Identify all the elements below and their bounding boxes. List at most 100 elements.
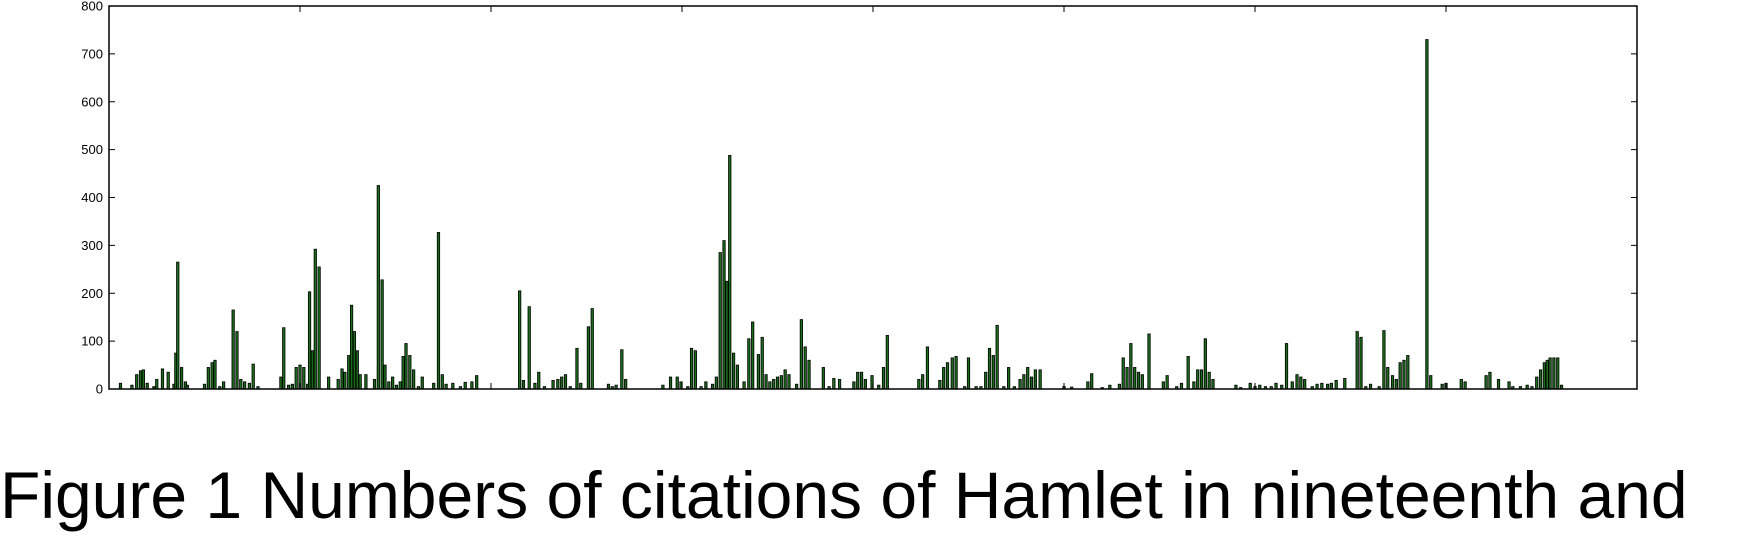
bar-144 bbox=[945, 362, 950, 390]
bar-55 bbox=[387, 381, 391, 390]
bar-67 bbox=[440, 374, 444, 390]
bar-112 bbox=[747, 338, 751, 390]
bar-153 bbox=[991, 355, 995, 390]
bar-238 bbox=[1542, 362, 1546, 390]
bar-60 bbox=[404, 343, 408, 390]
x-tick-label: 10000 bbox=[1046, 397, 1082, 400]
bar-115 bbox=[760, 336, 764, 390]
bar-241 bbox=[1552, 357, 1556, 390]
bar-166 bbox=[1086, 381, 1090, 390]
bar-117 bbox=[768, 381, 772, 390]
bar-151 bbox=[984, 371, 988, 390]
bar-200 bbox=[1295, 374, 1299, 390]
bar-239 bbox=[1545, 359, 1549, 390]
bar-158 bbox=[1018, 379, 1022, 390]
bar-26 bbox=[247, 382, 251, 390]
bar-219 bbox=[1398, 362, 1402, 390]
bar-87 bbox=[586, 326, 591, 390]
x-tick-label: 2000 bbox=[286, 397, 315, 400]
bar-156 bbox=[1007, 367, 1011, 390]
bar-108 bbox=[728, 154, 732, 390]
bar-121 bbox=[783, 369, 787, 390]
y-tick-label: 600 bbox=[81, 94, 103, 109]
bar-184 bbox=[1196, 369, 1200, 390]
bar-222 bbox=[1425, 39, 1429, 390]
bar-7 bbox=[155, 379, 159, 390]
bar-77 bbox=[533, 382, 537, 390]
x-tick-label: 6000 bbox=[668, 397, 697, 400]
bar-59 bbox=[401, 356, 405, 390]
bar-81 bbox=[556, 379, 560, 390]
bar-142 bbox=[938, 379, 942, 390]
bar-21 bbox=[222, 381, 226, 390]
bar-111 bbox=[742, 381, 746, 390]
bar-chart: 0 2000 4000 6000 8000 10000 12000 14000 16000 0 1… bbox=[81, 0, 1655, 400]
bar-72 bbox=[470, 381, 474, 390]
bar-141 bbox=[925, 346, 930, 390]
bar-100 bbox=[693, 350, 697, 390]
bar-218 bbox=[1394, 379, 1398, 390]
bar-78 bbox=[537, 371, 541, 390]
y-tick-label: 700 bbox=[81, 46, 103, 61]
bar-210 bbox=[1355, 331, 1359, 390]
bar-39 bbox=[313, 248, 317, 390]
bar-171 bbox=[1121, 357, 1125, 390]
bar-211 bbox=[1359, 336, 1363, 390]
bar-143 bbox=[942, 367, 946, 390]
bar-42 bbox=[336, 379, 340, 390]
bar-43 bbox=[340, 368, 344, 390]
bar-132 bbox=[856, 371, 860, 390]
bar-2 bbox=[135, 374, 139, 390]
bar-122 bbox=[787, 374, 791, 390]
x-tick-label: 4000 bbox=[477, 397, 506, 400]
bar-62 bbox=[412, 369, 416, 390]
bar-13 bbox=[179, 367, 184, 390]
figure-caption: Figure 1 Numbers of citations of Hamlet … bbox=[0, 458, 1688, 532]
bar-35 bbox=[302, 367, 306, 390]
bar-114 bbox=[756, 354, 761, 390]
bar-161 bbox=[1029, 376, 1034, 390]
bar-131 bbox=[852, 381, 856, 390]
bar-19 bbox=[213, 359, 217, 390]
bar-182 bbox=[1186, 356, 1190, 390]
bar-5 bbox=[145, 382, 149, 390]
bar-85 bbox=[575, 347, 579, 390]
bar-139 bbox=[917, 379, 921, 390]
bar-236 bbox=[1535, 376, 1539, 390]
bar-172 bbox=[1125, 367, 1129, 390]
y-tick-label: 100 bbox=[81, 334, 103, 349]
bar-22 bbox=[231, 309, 235, 390]
bar-95 bbox=[668, 376, 673, 390]
bar-186 bbox=[1203, 338, 1207, 390]
bar-110 bbox=[735, 364, 739, 390]
bar-152 bbox=[987, 347, 992, 390]
bar-208 bbox=[1334, 379, 1338, 390]
bar-18 bbox=[210, 362, 214, 390]
bar-146 bbox=[954, 356, 958, 390]
bar-104 bbox=[714, 376, 718, 390]
bar-215 bbox=[1382, 330, 1386, 390]
bar-226 bbox=[1459, 379, 1463, 390]
bar-8 bbox=[160, 368, 165, 390]
bar-33 bbox=[294, 367, 298, 390]
bar-83 bbox=[563, 374, 568, 390]
bar-125 bbox=[803, 346, 807, 390]
bar-129 bbox=[832, 378, 836, 390]
bar-220 bbox=[1402, 359, 1406, 390]
bar-163 bbox=[1038, 369, 1042, 390]
x-tick-label: 12000 bbox=[1237, 397, 1273, 400]
bar-74 bbox=[518, 290, 522, 390]
bar-228 bbox=[1484, 375, 1488, 390]
bar-240 bbox=[1548, 357, 1552, 390]
bar-45 bbox=[347, 355, 351, 390]
x-tick-label: 8000 bbox=[859, 397, 888, 400]
bar-167 bbox=[1090, 373, 1094, 390]
y-tick-label: 0 bbox=[96, 382, 103, 397]
x-axis: 0 2000 4000 6000 8000 10000 12000 14000 16000 bbox=[105, 6, 1655, 400]
bar-73 bbox=[475, 375, 479, 390]
bar-209 bbox=[1343, 378, 1347, 390]
bar-199 bbox=[1290, 381, 1294, 390]
y-tick-label: 500 bbox=[81, 142, 103, 157]
bar-75 bbox=[521, 379, 526, 390]
bar-154 bbox=[995, 324, 999, 390]
